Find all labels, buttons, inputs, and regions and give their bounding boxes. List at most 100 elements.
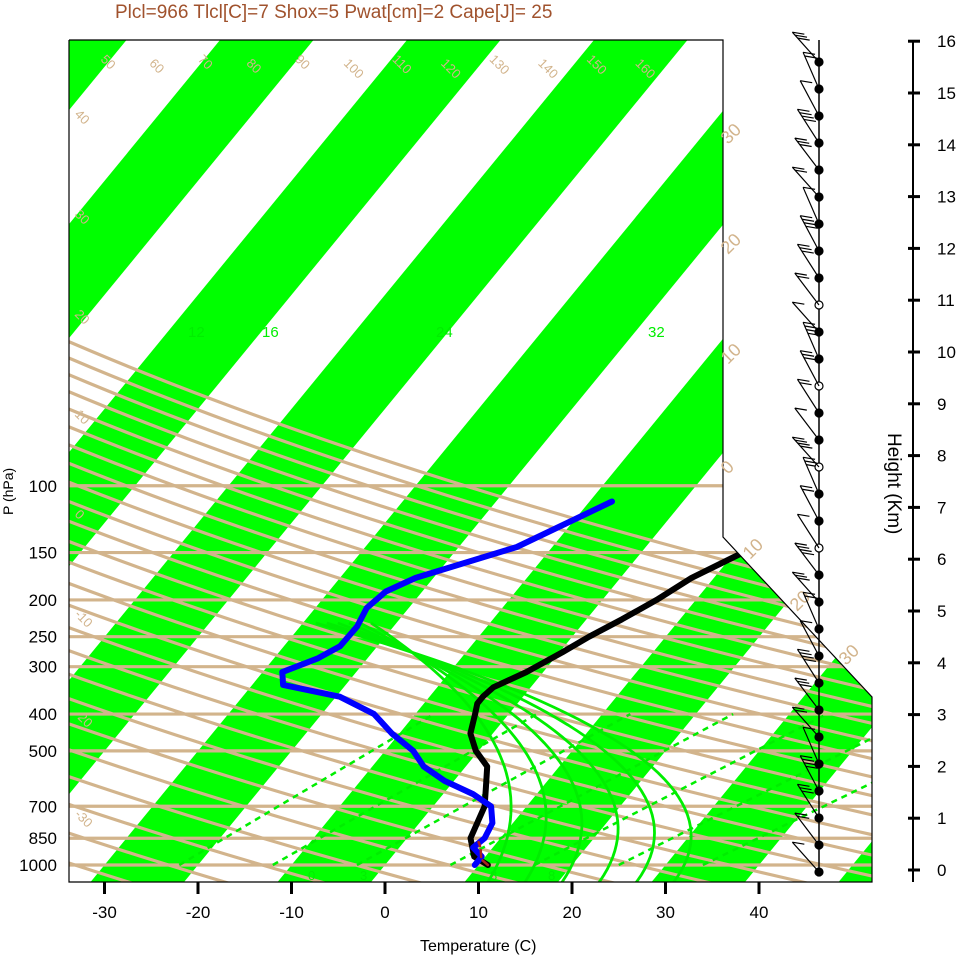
wind-barb-feather [792,166,805,170]
wind-barb-feather [803,762,817,766]
dry-adiabat [69,40,872,882]
wind-barb-feather [801,115,814,119]
wind-barb-staff [799,485,820,522]
temp-tick-label: -20 [186,903,211,922]
wind-barb-feather [794,542,807,546]
wind-barb-feather [799,247,812,251]
wind-barb-staff [799,80,820,117]
moist-adiabat [348,621,584,882]
wind-barb-feather [801,655,814,659]
isotherm-label: 100 [341,56,367,82]
wind-barb-staff [791,31,820,63]
pressure-tick-label: 150 [29,544,57,563]
temp-tick-label: 20 [563,903,582,922]
wind-barb-staff [791,166,820,198]
isotherm-band [69,40,318,882]
wind-barb-feather [792,436,805,440]
wind-barb-feather [799,548,812,553]
wind-barb-staff [791,301,820,333]
height-tick-label: 13 [937,188,956,207]
wind-barb-feather [800,620,813,624]
moist-adiabat [359,621,548,882]
wind-barb-staff [794,542,820,576]
plot-frame [68,39,873,883]
wind-barb-staff [791,436,820,468]
temp-tick-label: 30 [656,903,675,922]
wind-barb-staff [802,52,820,90]
wind-barb-feather [799,112,812,116]
wind-barb-feather [794,137,807,141]
temp-tick-label: -30 [92,903,117,922]
wind-barb-feather [797,37,810,41]
wind-barb-feather [802,186,816,190]
dry-adiabat [69,40,872,882]
moist-adiabat [370,621,513,882]
wind-barb-feather [800,445,813,449]
wind-barb-staff [794,677,820,711]
dry-adiabat [69,40,872,882]
isotherm-label: 130 [487,52,513,78]
wind-barb-feather [800,485,813,489]
isotherm-label: 20 [717,230,745,258]
wind-barb-feather [794,407,807,411]
wind-barb-feather [797,783,810,787]
wind-barb-feather [792,571,805,575]
height-tick-label: 10 [937,343,956,362]
wind-barb-feather [802,456,816,460]
pressure-tick-label: 1000 [19,856,57,875]
wind-barb-staff [796,378,820,414]
series-parcel [477,840,490,867]
dry-adiabat [69,40,872,882]
wind-barb-feather [797,140,810,144]
dry-adiabat [69,40,872,882]
wind-barbs [791,31,824,877]
isotherm-label: 10 [72,407,93,428]
height-tick-label: 11 [937,291,955,310]
dry-adiabat [69,40,872,882]
moist-adiabat [315,621,693,882]
mixing-ratio-line [618,712,872,867]
isotherm-label: -30 [72,807,96,831]
wind-barb-staff [794,137,820,171]
dry-adiabat [69,40,825,882]
profile-series [279,498,848,868]
height-tick-label: 4 [937,654,946,673]
x-axis-label: Temperature (C) [420,938,536,955]
isotherm-label: 140 [535,56,561,82]
dry-adiabat [69,40,872,882]
pressure-tick-label: 400 [29,705,57,724]
wind-barb-feather [802,726,816,730]
wind-barb-feather [799,683,812,688]
dry-adiabat [69,40,872,882]
wind-barb-staff [791,841,820,873]
wind-barb-staff [796,648,820,684]
wind-barb-feather [794,812,807,816]
wind-barb-feather [797,275,810,279]
wind-barb-feather [792,31,805,35]
wind-barb-feather [797,577,810,581]
wind-barb-staff [794,407,820,441]
pressure-tick-label: 100 [29,477,57,496]
wind-barb-feather [801,552,815,556]
height-tick-label: 12 [937,239,956,258]
wind-barb-feather [802,321,816,325]
wind-barb-staff [799,755,820,792]
wind-barb-feather [799,143,812,148]
wind-barb-feather [801,250,814,254]
mixing-ratio-line [178,713,435,867]
mixing-ratio-line [356,712,631,867]
isotherm-band [647,40,872,882]
height-tick-label: 8 [937,447,946,466]
wind-barb-feather [794,34,808,38]
wind-barb-feather [801,218,815,222]
mixing-ratio-line [449,712,734,867]
wind-barb-staff [799,620,820,657]
moist-adiabat-label: 16 [262,324,279,341]
moist-adiabats [315,621,693,882]
wind-barb-staff [796,513,820,549]
dry-adiabat [69,40,728,882]
wind-barb-feather [805,765,818,769]
wind-barb-feather [803,118,817,123]
wind-barb-feather [797,815,810,819]
pressure-tick-label: 850 [29,829,57,848]
